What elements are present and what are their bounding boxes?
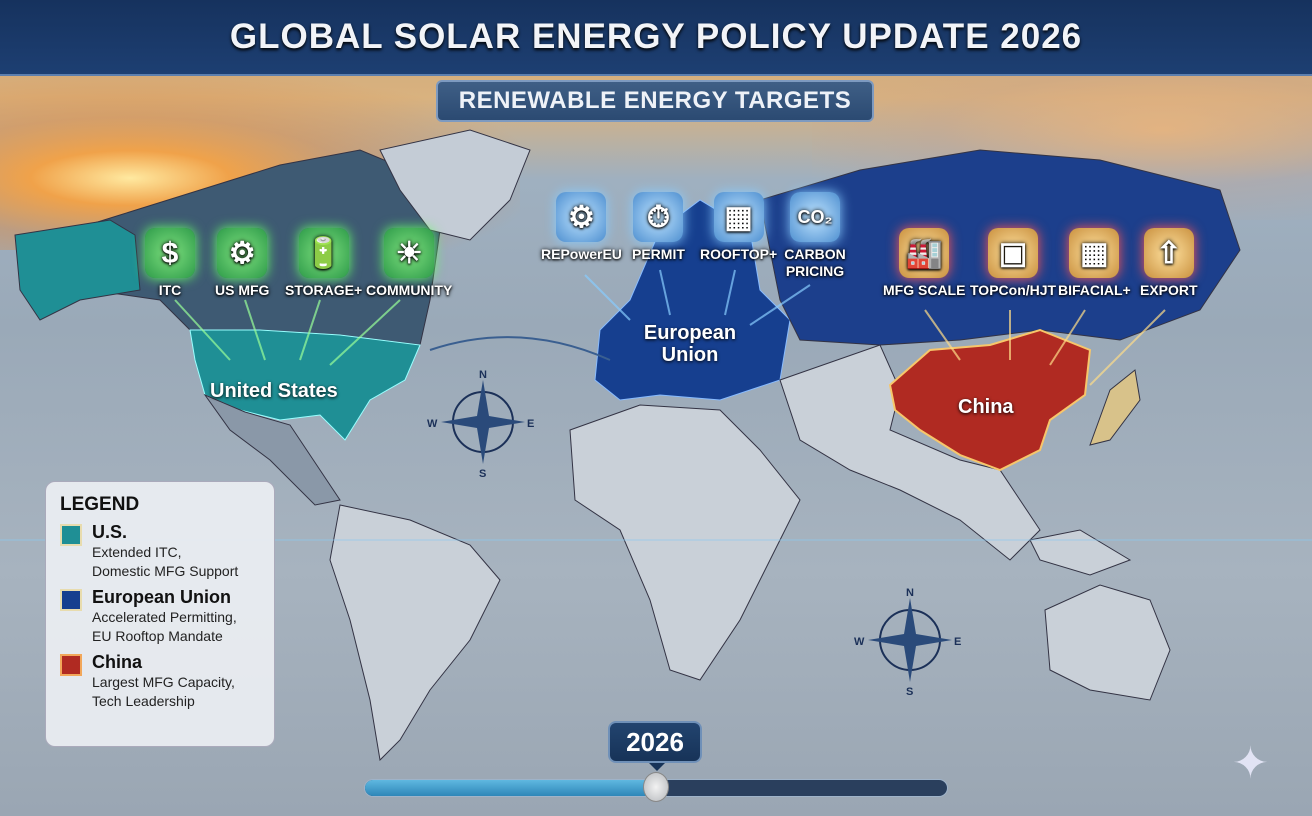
china-policy-bifacial[interactable]: ▦ BIFACIAL+ <box>1058 228 1131 299</box>
region-label-china: China <box>958 396 1014 418</box>
china-connector-lines <box>924 309 1166 386</box>
svg-text:N: N <box>479 369 487 381</box>
factory-icon: 🏭 <box>899 228 950 278</box>
australia <box>1044 584 1171 701</box>
eu-policy-repowereu[interactable]: ⚙ REPowerEU <box>541 192 622 263</box>
china-shape[interactable] <box>888 328 1092 472</box>
region-label-us: United States <box>210 380 338 402</box>
greenland <box>379 129 531 241</box>
svg-text:S: S <box>479 468 486 480</box>
swatch-us <box>60 524 82 546</box>
svg-text:W: W <box>854 636 865 648</box>
legend: LEGEND U.S. Extended ITC, Domestic MFG Sup… <box>45 481 275 747</box>
legend-title: LEGEND <box>60 494 140 515</box>
europe-shape[interactable] <box>594 199 791 401</box>
page-title: GLOBAL SOLAR ENERGY POLICY UPDATE 2026 <box>229 17 1083 56</box>
us-connector-lines <box>174 299 401 366</box>
mexico-central-america <box>203 393 341 506</box>
building-solar-icon: ▦ <box>713 192 764 242</box>
southeast-asia-islands <box>1029 529 1132 576</box>
svg-text:E: E <box>954 636 961 648</box>
china-policy-export[interactable]: ⇧ EXPORT <box>1140 228 1198 299</box>
alaska <box>14 219 141 321</box>
solar-battery-icon: 🔋 <box>298 228 349 278</box>
subtitle-banner: RENEWABLE ENERGY TARGETS <box>436 80 874 122</box>
solar-cell-icon: ▣ <box>988 228 1039 278</box>
slider-thumb[interactable] <box>643 772 669 802</box>
swatch-eu <box>60 589 82 611</box>
shield-dollar-icon: $ <box>145 228 195 278</box>
slider-fill <box>365 780 656 796</box>
compass-rose-icon: N E S W <box>427 369 534 480</box>
sparkle-icon: ✦ <box>1232 739 1269 788</box>
japan <box>1089 369 1141 446</box>
us-policy-mfg[interactable]: ⚙ US MFG <box>215 228 269 299</box>
africa <box>569 404 801 681</box>
eu-policy-rooftop[interactable]: ▦ ROOFTOP+ <box>700 192 777 263</box>
solar-panel-icon: ▦ <box>1069 228 1120 278</box>
svg-text:S: S <box>906 686 913 698</box>
gear-wind-turbine-icon: ⚙ <box>556 192 607 242</box>
eu-connector-lines <box>584 269 811 326</box>
us-policy-storage[interactable]: 🔋 STORAGE+ <box>285 228 362 299</box>
china-policy-topcon[interactable]: ▣ TOPCon/HJT <box>970 228 1056 299</box>
south-america <box>329 504 501 762</box>
china-policy-mfg-scale[interactable]: 🏭 MFG SCALE <box>883 228 965 299</box>
legend-item-us: U.S. Extended ITC, Domestic MFG Support <box>60 522 260 581</box>
stopwatch-icon: ⏱ <box>633 192 684 242</box>
community-solar-icon: ☀ <box>384 228 435 278</box>
swatch-china <box>60 654 82 676</box>
eu-policy-carbon-pricing[interactable]: CO₂ CARBON PRICING <box>784 192 846 280</box>
continents <box>14 129 1241 762</box>
eu-policy-permit[interactable]: ⏱ PERMIT <box>632 192 685 263</box>
legend-item-china: China Largest MFG Capacity, Tech Leadershi… <box>60 652 260 711</box>
year-indicator: 2026 <box>608 721 702 771</box>
title-bar: GLOBAL SOLAR ENERGY POLICY UPDATE 2026 <box>0 0 1312 76</box>
svg-text:E: E <box>527 418 534 430</box>
svg-text:N: N <box>906 587 914 599</box>
co2-cloud-icon: CO₂ <box>790 192 840 242</box>
us-policy-itc[interactable]: $ ITC <box>145 228 195 299</box>
region-label-eu: European Union <box>643 322 737 366</box>
us-policy-community[interactable]: ☀ COMMUNITY <box>366 228 452 299</box>
compass-rose-icon: N E S W <box>854 587 961 698</box>
legend-item-eu: European Union Accelerated Permitting, EU … <box>60 587 260 646</box>
container-export-icon: ⇧ <box>1143 228 1194 278</box>
svg-text:W: W <box>427 418 438 430</box>
connection-arc <box>429 336 611 361</box>
gear-flag-icon: ⚙ <box>217 228 268 278</box>
